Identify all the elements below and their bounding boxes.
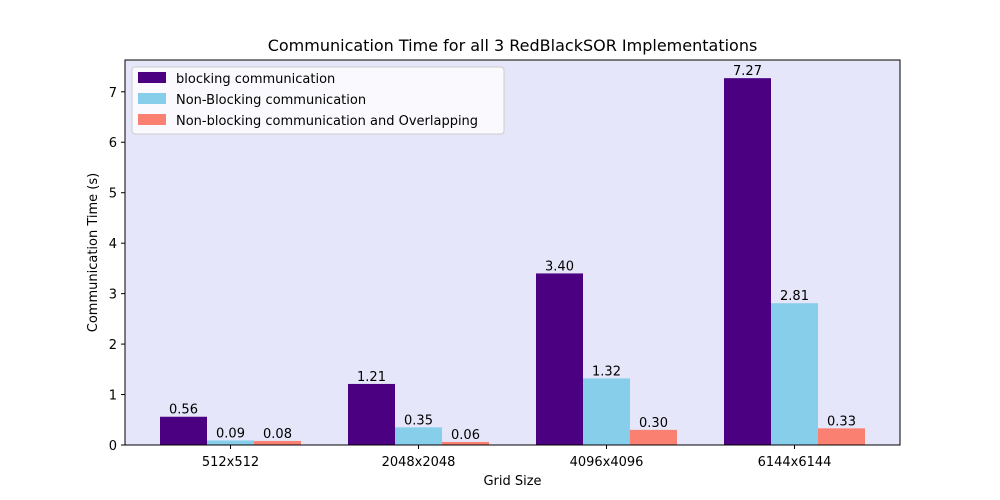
legend-box: [131, 66, 505, 135]
y-tick-label: 4: [109, 237, 117, 252]
legend-entry-label: Non-blocking communication and Overlappi…: [176, 114, 478, 129]
data-label: 0.56: [169, 403, 198, 418]
x-axis: 512x512 2048x2048 4096x4096 6144x6144: [202, 445, 832, 470]
x-tick-label: 512x512: [202, 455, 259, 470]
y-axis: 0 1 2 3 4 5 6 7: [109, 86, 125, 454]
data-label: 7.27: [733, 64, 762, 79]
bar: [536, 273, 583, 445]
y-tick-label: 5: [109, 187, 117, 202]
data-label: 0.33: [827, 414, 856, 429]
bar: [630, 429, 677, 445]
y-tick-label: 3: [109, 288, 117, 303]
bar: [160, 416, 207, 445]
x-tick-label: 4096x4096: [570, 455, 644, 470]
data-label: 0.30: [639, 416, 668, 431]
y-tick-label: 6: [109, 136, 117, 151]
legend-swatch: [138, 72, 166, 83]
bar: [348, 383, 395, 445]
bar: [395, 427, 442, 445]
y-tick-label: 2: [109, 338, 117, 353]
data-labels-group: 0.56 1.21 3.40 7.27 0.09 0.35 1.32 2.81 0.08 0.06…: [169, 64, 856, 443]
x-tick-label: 6144x6144: [758, 455, 832, 470]
data-label: 0.09: [216, 426, 245, 441]
x-axis-label: Grid Size: [483, 474, 541, 489]
bar: [724, 78, 771, 446]
y-axis-label: Communication Time (s): [86, 173, 101, 332]
data-label: 0.06: [451, 428, 480, 443]
data-label: 1.21: [357, 370, 386, 385]
data-label: 0.35: [404, 413, 433, 428]
chart-title: Communication Time for all 3 RedBlackSOR…: [268, 36, 758, 55]
data-label: 1.32: [592, 364, 621, 379]
legend-swatch: [138, 114, 166, 125]
bar: [818, 428, 865, 445]
y-tick-label: 0: [109, 439, 117, 454]
bar: [771, 303, 818, 445]
data-label: 0.08: [263, 427, 292, 442]
data-label: 2.81: [780, 289, 809, 304]
legend: blocking communication Non-Blocking commu…: [131, 66, 505, 135]
legend-swatch: [138, 93, 166, 104]
x-tick-label: 2048x2048: [382, 455, 456, 470]
bar: [254, 440, 301, 445]
bar: [442, 441, 489, 445]
bar: [583, 378, 630, 445]
y-tick-label: 1: [109, 389, 117, 404]
y-tick-label: 7: [109, 86, 117, 101]
legend-entry-label: blocking communication: [176, 72, 335, 87]
bar: [207, 440, 254, 445]
legend-entry-label: Non-Blocking communication: [176, 93, 366, 108]
data-label: 3.40: [545, 259, 574, 274]
bars-group: [160, 78, 865, 446]
plot-frame: [124, 59, 901, 446]
